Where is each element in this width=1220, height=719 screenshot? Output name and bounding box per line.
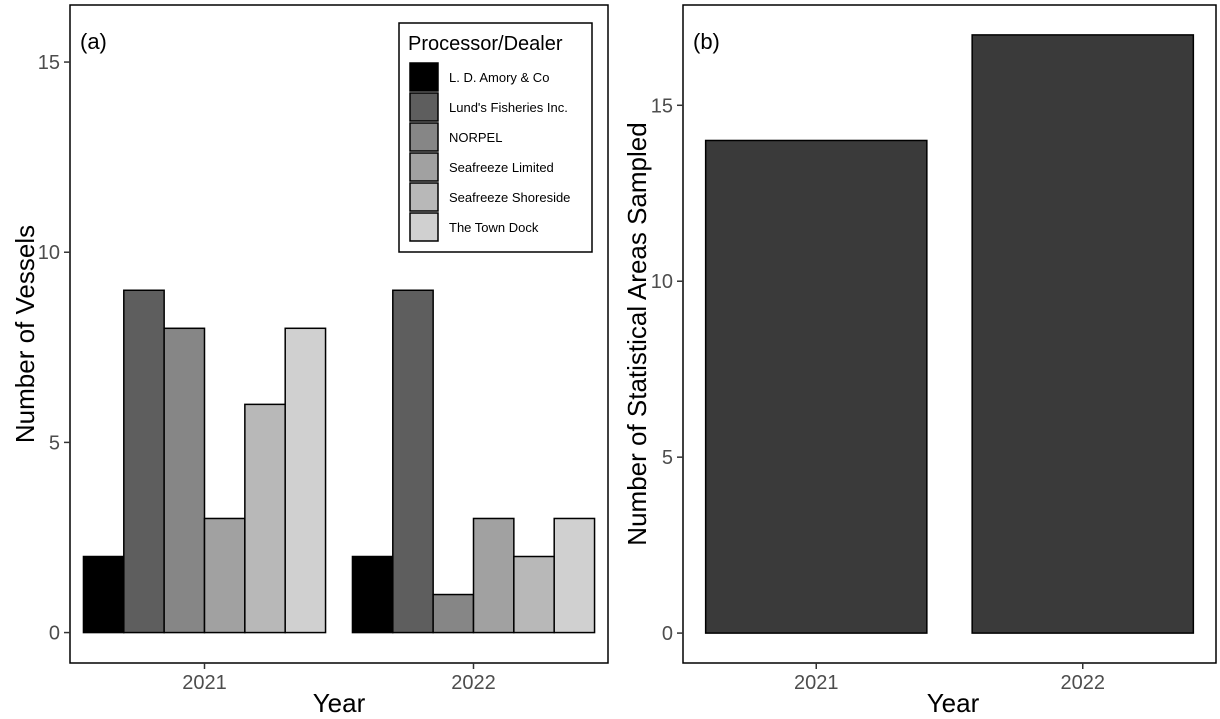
legend-label: NORPEL bbox=[449, 130, 502, 145]
bar-2022-seafreeze-limited bbox=[472, 517, 515, 634]
panel-a: (a) 0 5 10 15 2021 2022 Year Number of Vesse… bbox=[10, 4, 609, 718]
panel-a-frame bbox=[69, 4, 609, 664]
panel-a-y-tick-label: 0 bbox=[49, 623, 60, 645]
panel-a-y-ticks: 0 5 10 15 bbox=[38, 52, 70, 645]
bar-2021-norpel bbox=[163, 327, 206, 634]
panel-b-x-tick-label: 2021 bbox=[794, 672, 839, 694]
legend-key bbox=[409, 122, 439, 152]
legend-label: Seafreeze Limited bbox=[449, 160, 554, 175]
legend-label: Seafreeze Shoreside bbox=[449, 190, 570, 205]
panel-a-y-tick-label: 10 bbox=[38, 242, 60, 264]
panel-a-legend: Processor/Dealer L. D. Amory & Co Lund's … bbox=[398, 22, 593, 253]
bar-2022-the-town-dock bbox=[553, 517, 596, 634]
panel-b-y-tick-label: 0 bbox=[662, 623, 673, 645]
legend-label: The Town Dock bbox=[449, 220, 539, 235]
panel-b-x-ticks: 2021 2022 bbox=[794, 663, 1105, 694]
bar-2021-seafreeze-shoreside bbox=[244, 403, 286, 634]
legend-key bbox=[409, 62, 439, 92]
legend-key bbox=[409, 212, 439, 242]
panel-b-y-ticks: 0 5 10 15 bbox=[651, 95, 683, 645]
panel-b-x-axis-title: Year bbox=[927, 688, 980, 718]
panel-b-y-tick-label: 10 bbox=[651, 271, 673, 293]
panel-b-bars bbox=[704, 34, 1195, 634]
bar-2021-lund-s-fisheries-inc bbox=[123, 289, 165, 634]
panel-a-x-ticks: 2021 2022 bbox=[182, 663, 496, 694]
panel-a-x-tick-label: 2022 bbox=[451, 672, 496, 694]
bar-2022-lund-s-fisheries-inc bbox=[392, 289, 434, 634]
panel-a-x-axis-title: Year bbox=[313, 688, 366, 718]
panel-b-frame bbox=[682, 4, 1217, 664]
legend-key bbox=[409, 182, 439, 212]
legend-label: Lund's Fisheries Inc. bbox=[449, 100, 568, 115]
bar-2021-the-town-dock bbox=[284, 327, 327, 634]
bar-2022-norpel bbox=[432, 593, 475, 634]
legend-key bbox=[409, 152, 439, 182]
panel-b-y-tick-label: 15 bbox=[651, 95, 673, 117]
bar-2021-seafreeze-limited bbox=[203, 517, 246, 634]
legend-key bbox=[409, 92, 439, 122]
panel-b-y-tick-label: 5 bbox=[662, 447, 673, 469]
panel-b-y-axis-title: Number of Statistical Areas Sampled bbox=[622, 122, 652, 545]
panel-b: (b) 0 5 10 15 2021 2022 Year Number of Stati… bbox=[622, 4, 1217, 718]
panel-a-y-tick-label: 15 bbox=[38, 52, 60, 74]
bar-2022-areas-sampled bbox=[971, 34, 1195, 634]
legend-title: Processor/Dealer bbox=[408, 33, 563, 55]
panel-b-x-tick-label: 2022 bbox=[1061, 672, 1106, 694]
panel-a-bars bbox=[82, 289, 596, 634]
panel-a-tag: (a) bbox=[80, 29, 107, 54]
bar-2022-l-d-amory-co bbox=[351, 555, 394, 634]
bar-2021-areas-sampled bbox=[704, 139, 928, 634]
panel-a-x-tick-label: 2021 bbox=[182, 672, 227, 694]
bar-2021-l-d-amory-co bbox=[82, 555, 125, 634]
panel-b-tag: (b) bbox=[693, 29, 720, 54]
panel-a-y-tick-label: 5 bbox=[49, 432, 60, 454]
bar-2022-seafreeze-shoreside bbox=[513, 555, 555, 634]
panel-a-y-axis-title: Number of Vessels bbox=[10, 225, 40, 443]
legend-label: L. D. Amory & Co bbox=[449, 70, 549, 85]
